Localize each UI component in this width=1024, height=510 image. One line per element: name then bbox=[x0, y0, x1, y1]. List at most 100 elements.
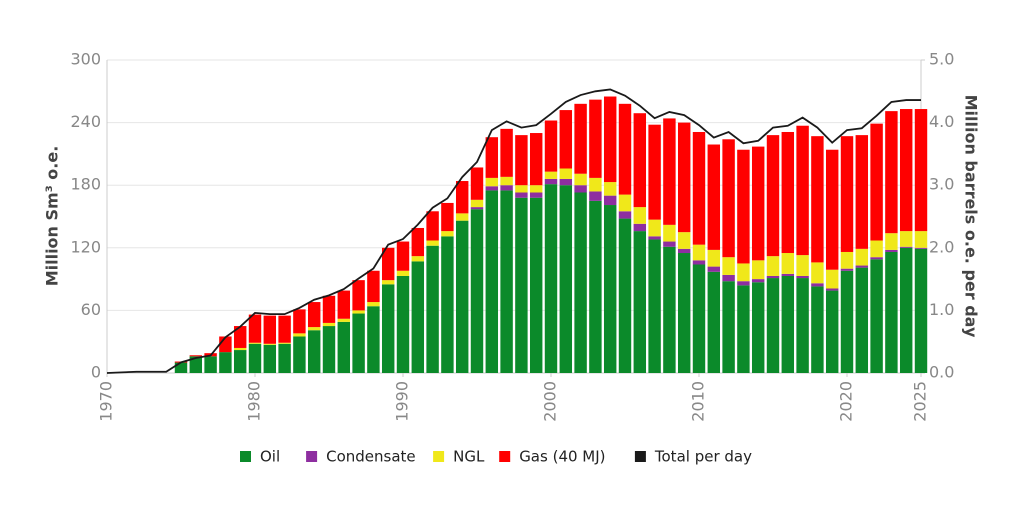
bar-segment bbox=[633, 207, 647, 224]
bar-segment bbox=[885, 251, 898, 373]
bar-segment bbox=[189, 355, 203, 357]
y2-tick-label: 3.0 bbox=[929, 175, 954, 194]
bar-segment bbox=[574, 103, 587, 174]
bar-segment bbox=[737, 263, 750, 282]
bar-segment bbox=[781, 131, 795, 254]
bar-segment bbox=[470, 167, 484, 200]
bar-segment bbox=[544, 171, 558, 179]
bar-segment bbox=[855, 267, 869, 373]
bar-segment bbox=[707, 144, 721, 250]
y2-tick-label: 4.0 bbox=[929, 112, 954, 131]
bar-segment bbox=[322, 295, 336, 323]
bar-segment bbox=[825, 290, 839, 373]
y2-tick-label: 5.0 bbox=[929, 50, 954, 69]
bar-segment bbox=[381, 280, 395, 285]
bar-segment bbox=[219, 352, 232, 373]
bar-segment bbox=[692, 131, 706, 245]
bar-segment bbox=[737, 281, 750, 286]
bar-segment bbox=[248, 342, 262, 344]
bar-segment bbox=[485, 137, 499, 178]
bar-segment bbox=[796, 278, 809, 373]
bar-segment bbox=[515, 185, 528, 193]
bar-segment bbox=[677, 232, 691, 249]
bar-segment bbox=[455, 220, 469, 373]
x-tick-label: 2020 bbox=[837, 381, 856, 422]
bar-segment bbox=[781, 273, 795, 276]
bar-segment bbox=[233, 326, 247, 348]
bar-segment bbox=[263, 315, 277, 344]
bar-segment bbox=[470, 199, 484, 208]
bar-segment bbox=[293, 336, 306, 373]
legend-swatch bbox=[634, 451, 646, 462]
bar-segment bbox=[352, 280, 365, 311]
bar-segment bbox=[485, 190, 499, 373]
bar-segment bbox=[737, 149, 750, 264]
bar-segment bbox=[692, 244, 706, 261]
bar-segment bbox=[707, 271, 721, 373]
bar-segment bbox=[307, 330, 321, 373]
bar-segment bbox=[470, 207, 484, 210]
legend-label: Condensate bbox=[326, 448, 416, 466]
bar-segment bbox=[529, 133, 543, 186]
bar-segment bbox=[574, 173, 587, 186]
bar-segment bbox=[515, 197, 528, 373]
bar-segment bbox=[825, 288, 839, 291]
x-tick-label: 1970 bbox=[97, 381, 116, 422]
bar-segment bbox=[914, 247, 928, 249]
bar-segment bbox=[885, 233, 898, 250]
bar-segment bbox=[811, 262, 824, 284]
bar-segment bbox=[307, 327, 321, 331]
legend-label: NGL bbox=[453, 448, 485, 466]
y-tick-label: 180 bbox=[70, 175, 101, 194]
bar-segment bbox=[426, 240, 439, 246]
bar-segment bbox=[293, 333, 306, 337]
bar-segment bbox=[603, 195, 617, 206]
legend-label: Oil bbox=[260, 448, 280, 466]
y-tick-label: 300 bbox=[70, 50, 101, 69]
bar-segment bbox=[293, 309, 306, 334]
bar-segment bbox=[515, 192, 528, 198]
bar-segment bbox=[367, 270, 380, 303]
bar-segment bbox=[766, 278, 780, 373]
legend-label: Gas (40 MJ) bbox=[519, 448, 605, 466]
bar-segment bbox=[722, 274, 735, 282]
bar-segment bbox=[529, 197, 543, 373]
bar-segment bbox=[751, 260, 765, 280]
bar-segment bbox=[618, 211, 632, 219]
bar-segment bbox=[737, 285, 750, 373]
bar-segment bbox=[233, 350, 247, 373]
bar-segment bbox=[796, 125, 809, 256]
bar-segment bbox=[707, 249, 721, 267]
bar-segment bbox=[219, 336, 232, 353]
bar-segment bbox=[337, 318, 351, 322]
bar-segment bbox=[544, 178, 558, 185]
bar-segment bbox=[633, 231, 647, 373]
bar-segment bbox=[278, 315, 291, 343]
bar-segment bbox=[500, 190, 513, 373]
bar-segment bbox=[485, 186, 499, 191]
bar-segment bbox=[396, 275, 410, 373]
bar-segment bbox=[796, 275, 809, 279]
bar-segment bbox=[367, 306, 380, 373]
bar-segment bbox=[722, 139, 735, 258]
bar-segment bbox=[663, 118, 676, 225]
y2-tick-label: 0.0 bbox=[929, 363, 954, 382]
bar-segment bbox=[441, 231, 454, 237]
bar-segment bbox=[248, 343, 262, 373]
bar-segment bbox=[603, 182, 617, 196]
bar-segment bbox=[722, 281, 735, 373]
bar-segment bbox=[663, 224, 676, 242]
bar-segment bbox=[677, 253, 691, 373]
bar-segment bbox=[470, 209, 484, 373]
bar-segment bbox=[663, 241, 676, 247]
bar-segment bbox=[618, 218, 632, 373]
bar-segment bbox=[885, 249, 898, 252]
legend-swatch bbox=[499, 451, 511, 462]
bar-segment bbox=[648, 124, 661, 220]
bar-segment bbox=[914, 231, 928, 248]
bar-segment bbox=[441, 236, 454, 373]
bar-segment bbox=[426, 211, 439, 241]
bar-segment bbox=[381, 284, 395, 373]
bar-segment bbox=[544, 184, 558, 373]
bar-segment bbox=[515, 135, 528, 186]
